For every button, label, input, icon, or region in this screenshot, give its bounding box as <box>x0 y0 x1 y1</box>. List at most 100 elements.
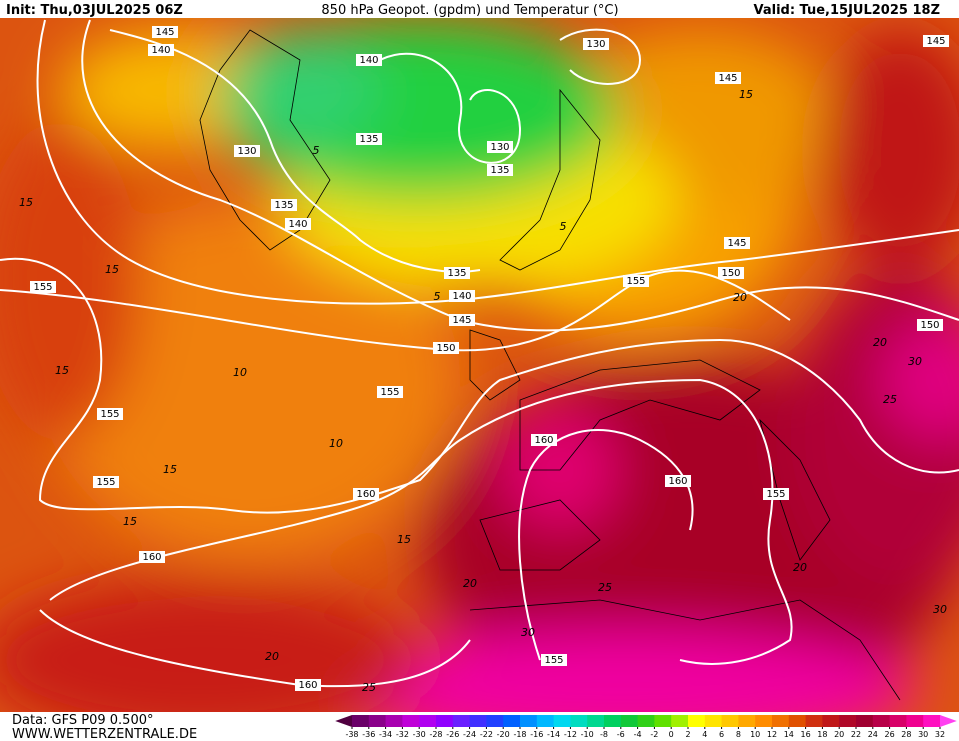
colorbar-label: 6 <box>719 730 724 739</box>
colorbar-cell <box>856 715 874 727</box>
coastlines <box>199 29 901 701</box>
colorbar-label: 2 <box>685 730 690 739</box>
geopotential-label: 155 <box>33 282 52 293</box>
label-box <box>356 54 382 66</box>
label-box <box>30 281 56 293</box>
colorbar-cell <box>704 715 723 727</box>
colorbar-label: -26 <box>446 730 459 739</box>
geopotential-label: 150 <box>920 320 939 331</box>
label-box <box>449 290 475 302</box>
isotherm-label: 10 <box>233 366 247 379</box>
geopotential-label: 155 <box>380 387 399 398</box>
label-group: 145 140 130 135 140 140 135 130 135 130 … <box>30 26 949 691</box>
geopotential-label: 135 <box>490 165 509 176</box>
colorbar-label: 28 <box>901 730 911 739</box>
colorbar-cell <box>906 715 924 727</box>
colorbar-label: -2 <box>650 730 658 739</box>
isotherm-label: 15 <box>163 463 177 476</box>
geopotential-label: 135 <box>359 134 378 145</box>
geopotential-label: 160 <box>142 552 161 563</box>
colorbar-cell <box>738 715 756 727</box>
colorbar-label: -16 <box>530 730 543 739</box>
label-box <box>487 164 513 176</box>
label-box <box>917 319 943 331</box>
geopotential-label: 145 <box>926 36 945 47</box>
colorbar-cell <box>755 715 773 727</box>
isotherm-label: 20 <box>733 291 747 304</box>
label-box <box>623 275 649 287</box>
colorbar-label: 22 <box>851 730 861 739</box>
colorbar-cell <box>721 715 739 727</box>
geopotential-label: 155 <box>766 489 785 500</box>
geopotential-label: 140 <box>288 219 307 230</box>
colorbar-cell <box>822 715 840 727</box>
geopotential-label: 130 <box>586 39 605 50</box>
colorbar-label: 24 <box>868 730 878 739</box>
site-name: WWW.WETTERZENTRALE.DE <box>12 727 197 741</box>
data-source: Data: GFS P09 0.500° <box>12 713 154 728</box>
geopotential-label: 130 <box>490 142 509 153</box>
label-box <box>715 72 741 84</box>
colorbar-cell <box>772 715 790 727</box>
label-box <box>234 145 260 157</box>
colorbar-label: 16 <box>801 730 811 739</box>
colorbar-cell <box>872 715 891 727</box>
geopotential-label: 135 <box>274 200 293 211</box>
colorbar-label: -24 <box>463 730 476 739</box>
colorbar-label: -36 <box>362 730 375 739</box>
isotherm-label: 15 <box>397 533 411 546</box>
colorbar-label: -30 <box>413 730 426 739</box>
isotherm-label: 20 <box>793 561 807 574</box>
label-box <box>356 133 382 145</box>
isotherm-label: 20 <box>463 577 477 590</box>
geopotential-label: 145 <box>727 238 746 249</box>
colorbar-cell <box>385 715 403 727</box>
geopotential-label: 145 <box>155 27 174 38</box>
colorbar-label: 14 <box>784 730 794 739</box>
colorbar-label: 12 <box>767 730 777 739</box>
colorbar-cell <box>604 715 622 727</box>
colorbar-label: -38 <box>345 730 358 739</box>
colorbar-label: 30 <box>918 730 928 739</box>
colorbar-label: 18 <box>817 730 827 739</box>
colorbar-cell <box>402 715 420 727</box>
colorbar-label: -28 <box>429 730 442 739</box>
colorbar-cell <box>553 715 571 727</box>
colorbar-label: -20 <box>497 730 510 739</box>
geopotential-label: 160 <box>356 489 375 500</box>
colorbar-label: 32 <box>935 730 945 739</box>
label-box <box>923 35 949 47</box>
colorbar-label: -12 <box>564 730 577 739</box>
isotherm-label: 25 <box>362 681 376 694</box>
isotherm-label: 15 <box>19 196 33 209</box>
label-box <box>531 434 557 446</box>
colorbar-cell <box>469 715 487 727</box>
colorbar-label: -18 <box>513 730 526 739</box>
geopotential-label: 155 <box>626 276 645 287</box>
colorbar-cell <box>637 715 655 727</box>
label-box <box>285 218 311 230</box>
colorbar-label: 4 <box>702 730 707 739</box>
colorbar-cell <box>587 715 605 727</box>
label-box <box>353 488 379 500</box>
label-box <box>763 488 789 500</box>
isotherm-label: 20 <box>873 336 887 349</box>
colorbar-cell <box>452 715 471 727</box>
colorbar-arrow <box>335 715 352 727</box>
geopotential-label: 160 <box>298 680 317 691</box>
isotherm-labels: 15 15 15 10 10 15 15 15 20 20 25 30 25 2… <box>19 88 947 694</box>
colorbar-label: -4 <box>634 730 642 739</box>
map <box>0 18 959 712</box>
isotherm-label: 25 <box>598 581 612 594</box>
label-box <box>97 408 123 420</box>
colorbar-cell <box>352 715 370 727</box>
colorbar-cell <box>805 715 823 727</box>
colorbar-label: -14 <box>547 730 560 739</box>
valid-time: Valid: Tue,15JUL2025 18Z <box>753 3 940 18</box>
label-box <box>541 654 567 666</box>
colorbar-cell <box>520 715 538 727</box>
colorbar-cell <box>923 715 941 727</box>
label-box <box>724 237 750 249</box>
geopotential-label: 145 <box>452 315 471 326</box>
isotherm-label: 25 <box>883 393 897 406</box>
